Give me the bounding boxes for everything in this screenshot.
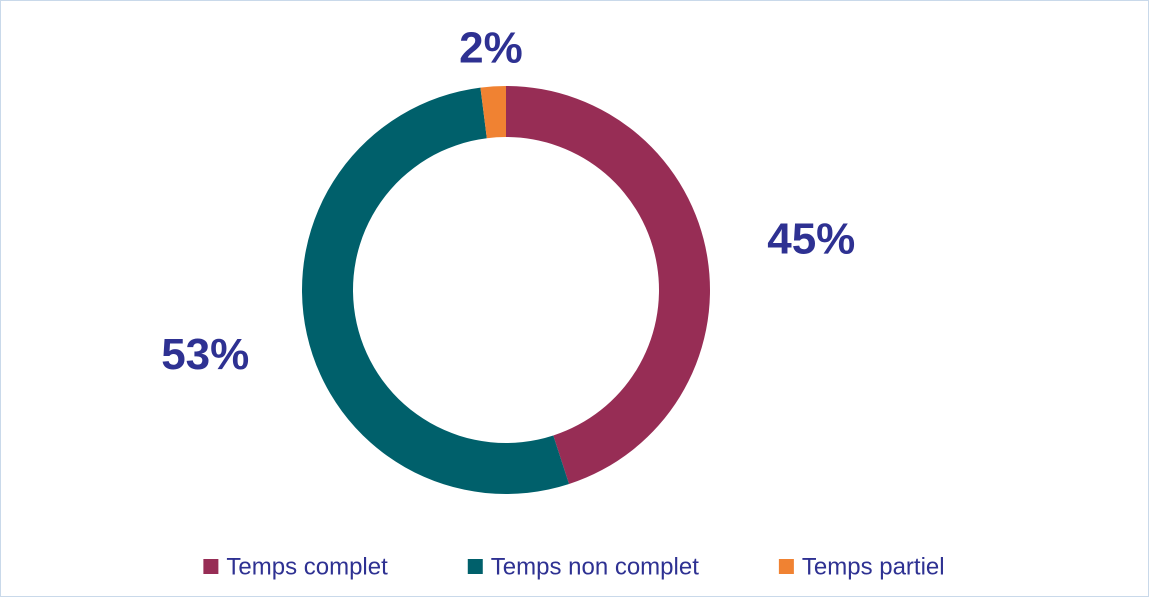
donut-segment <box>480 86 506 139</box>
data-label: 45% <box>767 214 855 263</box>
legend-label: Temps non complet <box>491 553 699 580</box>
legend-swatch <box>778 559 794 574</box>
data-label: 2% <box>459 23 523 72</box>
legend-label: Temps complet <box>226 553 388 580</box>
legend-swatch <box>203 559 219 574</box>
legend-label: Temps partiel <box>802 553 945 580</box>
data-label: 53% <box>161 330 249 379</box>
donut-segment <box>506 86 711 485</box>
legend-swatch <box>467 559 483 574</box>
donut-segment <box>302 87 570 494</box>
